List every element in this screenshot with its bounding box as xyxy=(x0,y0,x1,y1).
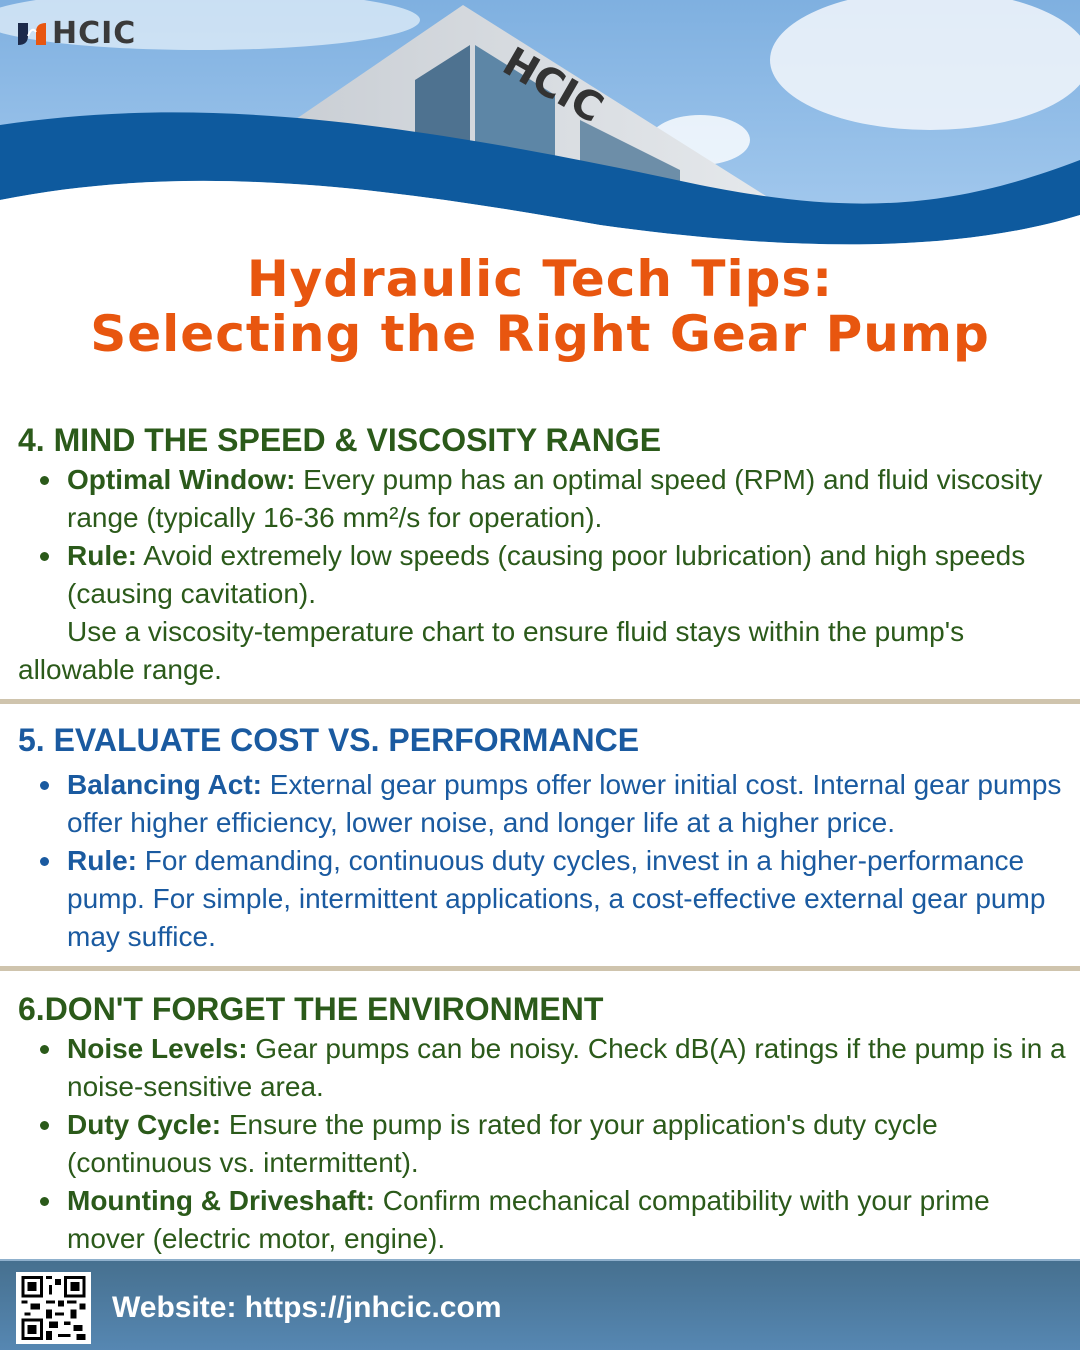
bullet-label: Duty Cycle: xyxy=(67,1109,222,1140)
list-item: Noise Levels: Gear pumps can be noisy. C… xyxy=(18,1030,1066,1106)
header-banner-image: HCIC xyxy=(0,0,1080,260)
wave-white xyxy=(0,180,1080,260)
list-item: Balancing Act: External gear pumps offer… xyxy=(18,766,1066,842)
bullet-text: Gear pumps can be noisy. Check dB(A) rat… xyxy=(67,1033,1066,1102)
hcic-logo: HCIC xyxy=(18,16,136,51)
bullet-text: Ensure the pump is rated for your applic… xyxy=(67,1109,938,1178)
list-item: Duty Cycle: Ensure the pump is rated for… xyxy=(18,1106,1066,1182)
section-heading: 6.DON'T FORGET THE ENVIRONMENT xyxy=(18,991,604,1027)
website-link[interactable]: Website: https://jnhcic.com xyxy=(112,1291,502,1324)
list-item: Rule: Avoid extremely low speeds (causin… xyxy=(18,537,1066,613)
list-item: Optimal Window: Every pump has an optima… xyxy=(18,461,1066,537)
divider xyxy=(0,699,1080,704)
hcic-logo-icon xyxy=(18,20,46,48)
section-cost-performance: 5. EVALUATE COST VS. PERFORMANCE Balanci… xyxy=(0,721,1080,956)
section-heading: 5. EVALUATE COST VS. PERFORMANCE xyxy=(18,722,640,758)
section-environment: 6.DON'T FORGET THE ENVIRONMENT Noise Lev… xyxy=(0,990,1080,1258)
divider xyxy=(0,966,1080,971)
bullet-text: Avoid extremely low speeds (causing poor… xyxy=(67,540,1026,609)
qr-code-icon[interactable] xyxy=(16,1272,91,1344)
bullet-text: External gear pumps offer lower initial … xyxy=(67,769,1062,838)
logo-text: HCIC xyxy=(52,16,137,51)
bullet-text: Confirm mechanical compatibility with yo… xyxy=(67,1185,990,1254)
bullet-label: Balancing Act: xyxy=(67,769,262,800)
page-title: Hydraulic Tech Tips: Selecting the Right… xyxy=(0,252,1080,362)
bullet-label: Mounting & Driveshaft: xyxy=(67,1185,375,1216)
bullet-label: Optimal Window: xyxy=(67,464,296,495)
bullet-label: Rule: xyxy=(67,845,137,876)
bullet-label: Noise Levels: xyxy=(67,1033,248,1064)
bullet-text: Every pump has an optimal speed (RPM) an… xyxy=(67,464,1043,533)
section-speed-viscosity: 4. MIND THE SPEED & VISCOSITY RANGE Opti… xyxy=(0,421,1080,689)
list-item: Rule: For demanding, continuous duty cyc… xyxy=(18,842,1066,956)
section-heading: 4. MIND THE SPEED & VISCOSITY RANGE xyxy=(18,422,662,458)
wave-blue xyxy=(0,112,1080,245)
title-line-1: Hydraulic Tech Tips: xyxy=(246,250,834,308)
footer: Website: https://jnhcic.com xyxy=(0,1259,1080,1350)
bullet-text: For demanding, continuous duty cycles, i… xyxy=(67,845,1046,952)
list-item: Mounting & Driveshaft: Confirm mechanica… xyxy=(18,1182,1066,1258)
section-note: Use a viscosity-temperature chart to ens… xyxy=(18,616,965,685)
title-line-2: Selecting the Right Gear Pump xyxy=(90,305,990,363)
bullet-label: Rule: xyxy=(67,540,137,571)
